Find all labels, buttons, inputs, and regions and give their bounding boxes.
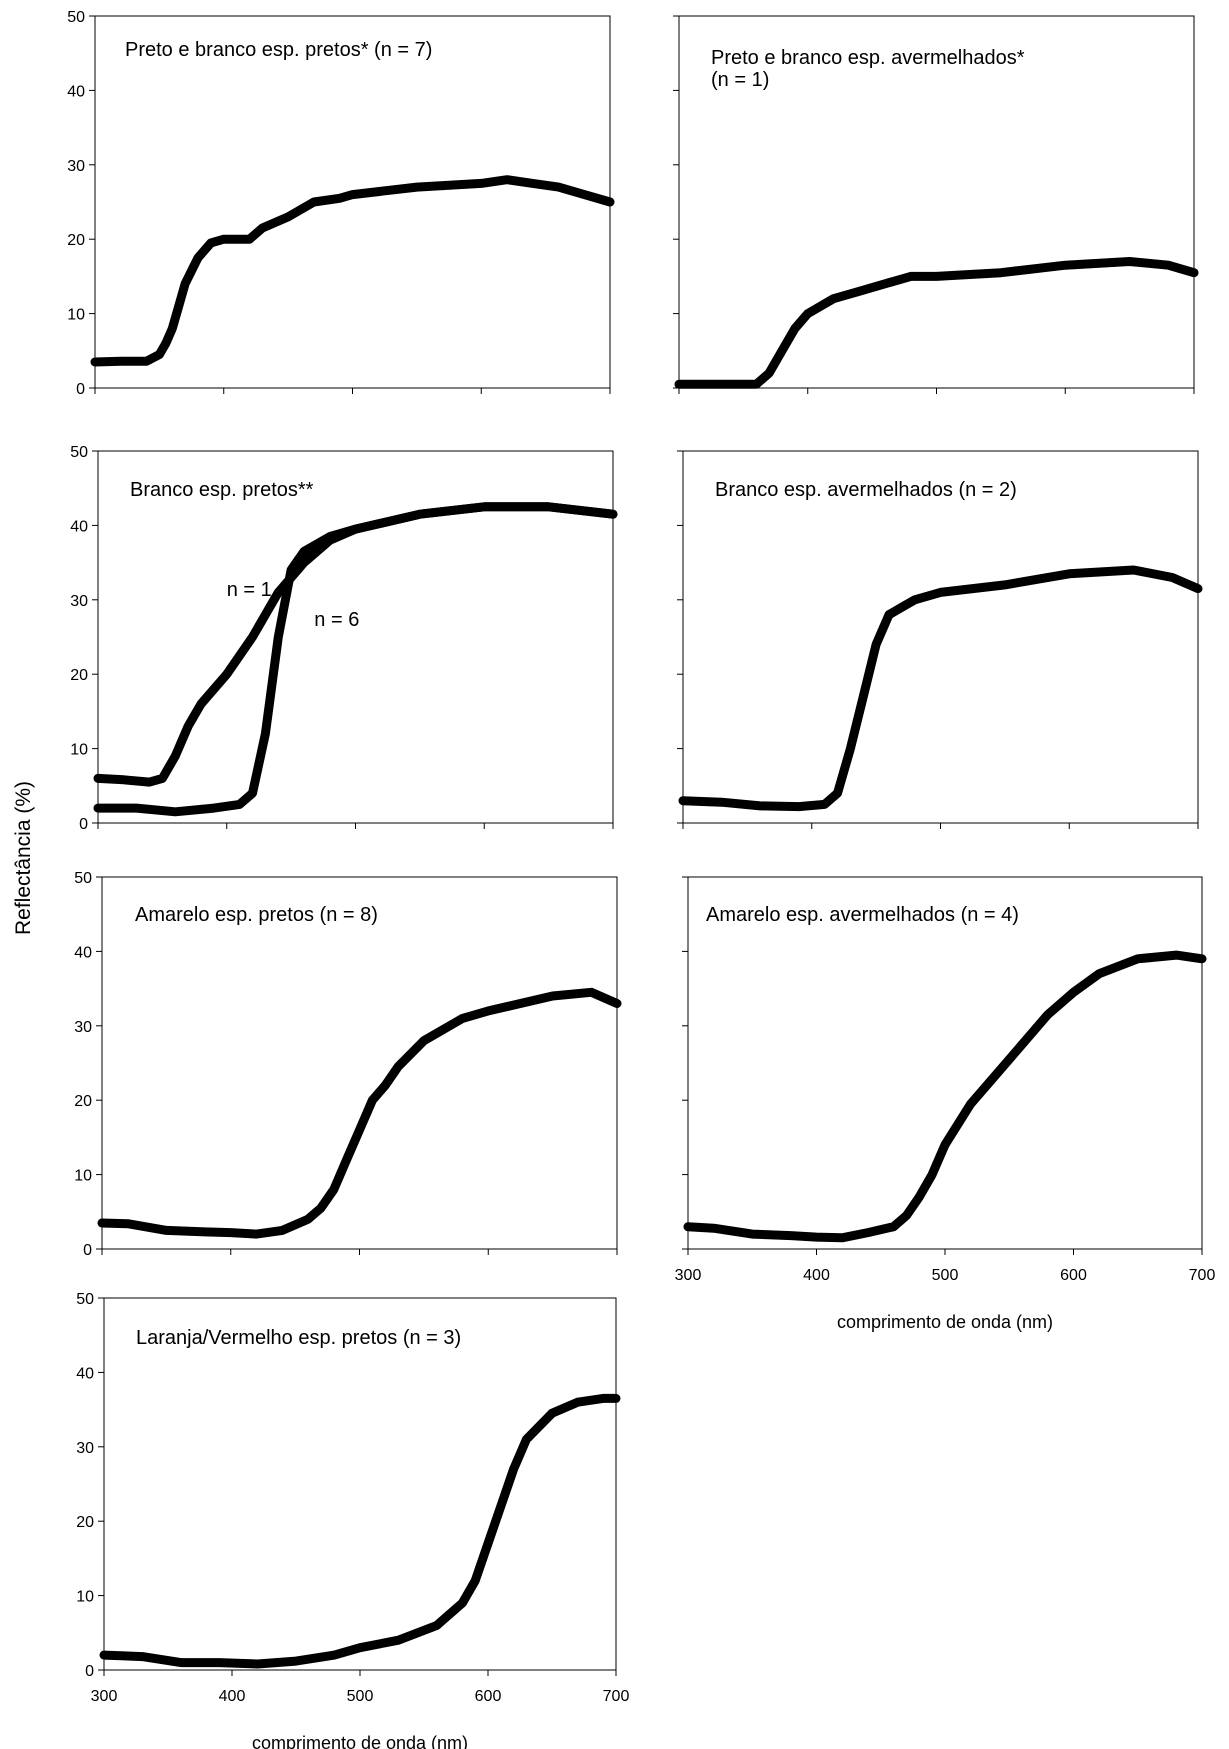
series-line	[674, 257, 1199, 389]
series-line	[683, 950, 1207, 1243]
series-line	[99, 1393, 621, 1669]
panel-title: Branco esp. avermelhados (n = 2)	[715, 479, 1017, 501]
x-tick-label: 300	[675, 1267, 702, 1284]
plot-frame	[101, 876, 618, 1250]
y-tick-label: 50	[67, 9, 85, 26]
y-tick-label: 20	[74, 1093, 92, 1110]
y-tick-label: 20	[67, 232, 85, 249]
y-tick-label: 30	[67, 158, 85, 175]
series-line	[93, 502, 618, 817]
y-tick-label: 50	[70, 444, 88, 461]
panel-title: Preto e branco esp. pretos* (n = 7)	[125, 39, 432, 61]
y-tick-label: 50	[76, 1291, 94, 1308]
x-tick-label: 300	[91, 1688, 118, 1705]
chart-panel: Branco esp. avermelhados (n = 2)	[677, 450, 1203, 829]
series-line	[678, 565, 1203, 812]
y-tick-label: 20	[70, 667, 88, 684]
series-annotation: n = 1	[227, 579, 272, 601]
y-tick-label: 40	[76, 1365, 94, 1382]
y-tick-label: 10	[76, 1589, 94, 1606]
series-annotation: n = 6	[314, 609, 359, 631]
y-tick-label: 30	[74, 1019, 92, 1036]
chart-panel: 0 10 20 30 40 50 300 400 500 600 700 comprimento de…	[76, 1291, 629, 1749]
chart-panel: 0 10 20 30 40 50 Preto e branco esp. pretos* (…	[67, 9, 615, 398]
chart-panel: 0 10 20 30 40 50 Amarelo esp. pretos (n = 8)	[74, 870, 622, 1259]
y-tick-label: 20	[76, 1514, 94, 1531]
x-tick-label: 700	[1189, 1267, 1216, 1284]
y-tick-label: 10	[70, 742, 88, 759]
x-tick-label: 400	[219, 1688, 246, 1705]
chart-panel: 300 400 500 600 700 comprimento de onda (nm) A…	[675, 876, 1216, 1332]
x-axis-label: comprimento de onda (nm)	[837, 1312, 1053, 1332]
x-tick-label: 700	[603, 1688, 630, 1705]
y-tick-label: 40	[67, 83, 85, 100]
chart-panel: 0 10 20 30 40 50 Branco esp. pretos** n = 1 n = …	[70, 444, 618, 833]
panel-title: Amarelo esp. pretos (n = 8)	[135, 904, 378, 926]
panel-title: Amarelo esp. avermelhados (n = 4)	[706, 904, 1019, 926]
plot-frame	[682, 450, 1199, 824]
x-tick-label: 500	[347, 1688, 374, 1705]
y-tick-label: 10	[67, 307, 85, 324]
y-tick-label: 0	[85, 1663, 94, 1680]
y-tick-label: 10	[74, 1168, 92, 1185]
plot-frame	[687, 876, 1203, 1250]
y-tick-label: 30	[70, 593, 88, 610]
y-tick-label: 0	[83, 1242, 92, 1259]
plot-frame	[103, 1297, 617, 1671]
panel-title: Preto e branco esp. avermelhados* (n = 1)	[711, 47, 1025, 91]
y-tick-label: 40	[70, 518, 88, 535]
x-tick-label: 500	[932, 1267, 959, 1284]
y-tick-label: 0	[79, 816, 88, 833]
y-tick-label: 50	[74, 870, 92, 887]
y-tick-label: 30	[76, 1440, 94, 1457]
chart-panels: 0 10 20 30 40 50 Preto e branco esp. pretos* (…	[67, 9, 1215, 1749]
y-tick-label: 40	[74, 944, 92, 961]
series-line	[90, 175, 615, 367]
x-tick-label: 600	[1060, 1267, 1087, 1284]
x-axis-label: comprimento de onda (nm)	[252, 1733, 468, 1749]
series-line	[97, 987, 622, 1239]
panel-title: Laranja/Vermelho esp. pretos (n = 3)	[136, 1327, 461, 1349]
chart-panel: Preto e branco esp. avermelhados* (n = 1)	[673, 15, 1199, 394]
x-tick-label: 400	[803, 1267, 830, 1284]
series-line	[93, 502, 618, 787]
y-tick-label: 0	[76, 381, 85, 398]
panel-title: Branco esp. pretos**	[130, 479, 314, 501]
x-tick-label: 600	[475, 1688, 502, 1705]
y-axis-label: Reflectância (%)	[12, 781, 35, 935]
